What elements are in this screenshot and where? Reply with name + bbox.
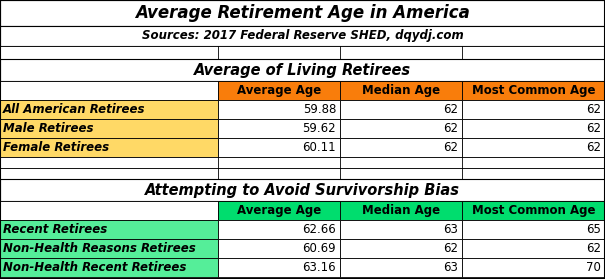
Bar bbox=[340, 220, 462, 239]
Bar bbox=[340, 119, 462, 138]
Text: 63: 63 bbox=[443, 223, 458, 236]
Bar bbox=[0, 0, 605, 26]
Bar bbox=[218, 100, 340, 119]
Text: 62: 62 bbox=[586, 242, 601, 255]
Bar bbox=[340, 201, 462, 220]
Text: 62: 62 bbox=[586, 141, 601, 154]
Text: Average of Living Retirees: Average of Living Retirees bbox=[194, 62, 411, 78]
Bar bbox=[0, 239, 218, 258]
Text: 60.69: 60.69 bbox=[302, 242, 336, 255]
Text: 62.66: 62.66 bbox=[302, 223, 336, 236]
Text: 70: 70 bbox=[586, 261, 601, 274]
Text: Median Age: Median Age bbox=[362, 204, 440, 217]
Text: 59.88: 59.88 bbox=[302, 103, 336, 116]
Text: 65: 65 bbox=[586, 223, 601, 236]
Text: Non-Health Recent Retirees: Non-Health Recent Retirees bbox=[3, 261, 186, 274]
Text: Sources: 2017 Federal Reserve SHED, dqydj.com: Sources: 2017 Federal Reserve SHED, dqyd… bbox=[142, 30, 463, 42]
Bar bbox=[218, 220, 340, 239]
Bar bbox=[462, 100, 605, 119]
Text: Most Common Age: Most Common Age bbox=[472, 84, 595, 97]
Text: Non-Health Reasons Retirees: Non-Health Reasons Retirees bbox=[3, 242, 196, 255]
Bar bbox=[462, 138, 605, 157]
Text: 62: 62 bbox=[443, 242, 458, 255]
Bar bbox=[0, 138, 218, 157]
Bar bbox=[218, 239, 340, 258]
Bar bbox=[462, 201, 605, 220]
Text: Attempting to Avoid Survivorship Bias: Attempting to Avoid Survivorship Bias bbox=[145, 182, 460, 198]
Bar bbox=[0, 81, 218, 100]
Bar bbox=[340, 239, 462, 258]
Bar bbox=[218, 258, 340, 277]
Text: Recent Retirees: Recent Retirees bbox=[3, 223, 107, 236]
Text: 60.11: 60.11 bbox=[302, 141, 336, 154]
Bar bbox=[218, 81, 340, 100]
Bar bbox=[218, 119, 340, 138]
Bar bbox=[218, 201, 340, 220]
Bar bbox=[462, 81, 605, 100]
Text: 62: 62 bbox=[443, 103, 458, 116]
Bar bbox=[0, 168, 605, 179]
Text: All American Retirees: All American Retirees bbox=[3, 103, 145, 116]
Bar bbox=[0, 179, 605, 201]
Bar bbox=[0, 59, 605, 81]
Bar bbox=[0, 258, 218, 277]
Text: 62: 62 bbox=[586, 103, 601, 116]
Text: Average Age: Average Age bbox=[237, 204, 321, 217]
Bar bbox=[462, 220, 605, 239]
Text: Female Retirees: Female Retirees bbox=[3, 141, 109, 154]
Bar bbox=[0, 157, 605, 168]
Bar bbox=[218, 138, 340, 157]
Bar bbox=[340, 100, 462, 119]
Text: Average Age: Average Age bbox=[237, 84, 321, 97]
Bar bbox=[462, 119, 605, 138]
Text: 62: 62 bbox=[443, 122, 458, 135]
Text: Male Retirees: Male Retirees bbox=[3, 122, 94, 135]
Text: 62: 62 bbox=[586, 122, 601, 135]
Text: 59.62: 59.62 bbox=[302, 122, 336, 135]
Bar bbox=[0, 46, 605, 59]
Text: 62: 62 bbox=[443, 141, 458, 154]
Bar bbox=[0, 119, 218, 138]
Bar bbox=[340, 258, 462, 277]
Bar bbox=[462, 239, 605, 258]
Text: Most Common Age: Most Common Age bbox=[472, 204, 595, 217]
Bar bbox=[340, 81, 462, 100]
Bar bbox=[340, 138, 462, 157]
Bar bbox=[462, 258, 605, 277]
Bar bbox=[0, 26, 605, 46]
Text: 63.16: 63.16 bbox=[302, 261, 336, 274]
Text: 63: 63 bbox=[443, 261, 458, 274]
Text: Median Age: Median Age bbox=[362, 84, 440, 97]
Bar bbox=[0, 100, 218, 119]
Bar bbox=[0, 201, 218, 220]
Bar bbox=[0, 220, 218, 239]
Text: Average Retirement Age in America: Average Retirement Age in America bbox=[135, 4, 470, 22]
